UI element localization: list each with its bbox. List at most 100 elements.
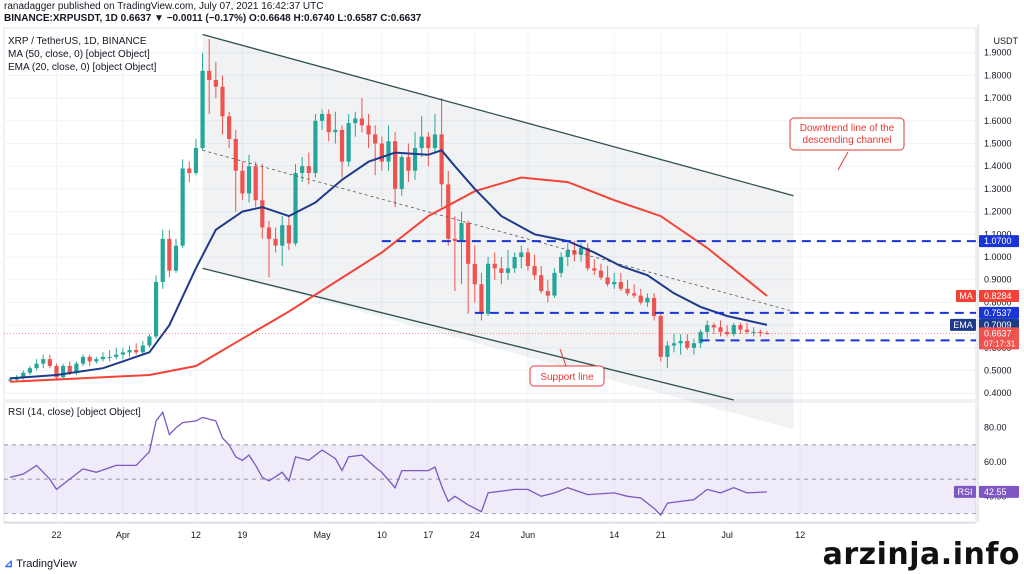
tradingview-logo[interactable]: ⊿ TradingView: [4, 557, 77, 570]
candle[interactable]: [167, 229, 172, 278]
candle[interactable]: [233, 129, 238, 212]
candle[interactable]: [207, 39, 212, 114]
candle[interactable]: [459, 211, 464, 285]
candle[interactable]: [399, 154, 404, 196]
candle[interactable]: [678, 334, 683, 355]
candle[interactable]: [565, 243, 570, 267]
candle[interactable]: [691, 338, 697, 355]
candle[interactable]: [54, 363, 59, 380]
candle[interactable]: [366, 113, 371, 149]
time-axis[interactable]: 22 Apr 12 19 May 10 17 24 Jun 14 21 Jul 12: [4, 522, 976, 540]
candle[interactable]: [213, 61, 218, 99]
candle[interactable]: [505, 250, 511, 280]
candle[interactable]: [273, 227, 278, 253]
candle[interactable]: [386, 125, 391, 171]
candle[interactable]: [193, 138, 199, 176]
candle[interactable]: [319, 109, 325, 130]
candle[interactable]: [539, 266, 544, 294]
candle[interactable]: [127, 345, 132, 357]
rsi-line[interactable]: [9, 410, 768, 517]
candle[interactable]: [107, 350, 112, 362]
candle[interactable]: [512, 252, 517, 273]
candle[interactable]: [220, 75, 225, 135]
candle[interactable]: [147, 334, 152, 348]
ema20-line[interactable]: [9, 149, 768, 380]
candle[interactable]: [744, 322, 750, 335]
candle[interactable]: [240, 161, 245, 201]
candle[interactable]: [432, 113, 438, 153]
channel-upper-line[interactable]: [202, 33, 794, 197]
candle[interactable]: [406, 143, 411, 183]
candle[interactable]: [114, 347, 119, 360]
candle[interactable]: [618, 272, 623, 292]
candle[interactable]: [260, 163, 265, 239]
candle[interactable]: [685, 334, 690, 351]
candle[interactable]: [300, 157, 305, 183]
candle[interactable]: [472, 245, 477, 303]
candle[interactable]: [280, 216, 285, 267]
candle[interactable]: [671, 334, 677, 353]
candle[interactable]: [326, 109, 331, 142]
candle[interactable]: [612, 272, 617, 289]
candle[interactable]: [645, 293, 650, 307]
candle[interactable]: [651, 293, 657, 321]
candle[interactable]: [87, 354, 92, 366]
candle[interactable]: [751, 327, 756, 337]
candle[interactable]: [412, 132, 418, 180]
channel-lower-line[interactable]: [202, 267, 734, 401]
candle[interactable]: [426, 132, 431, 167]
candle[interactable]: [80, 354, 86, 366]
candle[interactable]: [120, 347, 125, 360]
candle[interactable]: [47, 354, 52, 369]
candle[interactable]: [492, 252, 497, 280]
candle[interactable]: [140, 340, 145, 355]
candle[interactable]: [552, 268, 557, 298]
candle[interactable]: [519, 245, 524, 269]
candle[interactable]: [153, 275, 159, 339]
candle[interactable]: [94, 356, 99, 364]
candle[interactable]: [266, 220, 272, 278]
candle[interactable]: [100, 352, 106, 362]
candle[interactable]: [160, 229, 165, 289]
candle[interactable]: [545, 279, 550, 303]
candle[interactable]: [585, 243, 590, 271]
candle[interactable]: [200, 52, 205, 151]
candle[interactable]: [738, 322, 743, 335]
candle[interactable]: [359, 98, 365, 133]
candle[interactable]: [638, 288, 643, 305]
candle[interactable]: [41, 354, 46, 369]
candle[interactable]: [34, 359, 39, 371]
ma50-line[interactable]: [9, 176, 768, 383]
candle[interactable]: [711, 322, 716, 335]
candle[interactable]: [27, 365, 33, 376]
candle[interactable]: [718, 320, 723, 337]
price-axis[interactable]: 0.40000.50000.60000.70000.80000.90001.00…: [977, 24, 1019, 522]
candle[interactable]: [532, 254, 537, 280]
candle[interactable]: [698, 329, 703, 348]
candle[interactable]: [592, 259, 597, 276]
candle[interactable]: [346, 113, 351, 167]
candle[interactable]: [61, 363, 66, 380]
candle[interactable]: [731, 322, 736, 337]
candle[interactable]: [525, 247, 531, 271]
candle[interactable]: [180, 159, 185, 248]
candle[interactable]: [665, 340, 670, 369]
candle[interactable]: [373, 125, 378, 176]
candle[interactable]: [134, 343, 139, 355]
candle[interactable]: [632, 284, 637, 298]
candle[interactable]: [446, 170, 451, 246]
candle[interactable]: [286, 216, 291, 251]
candle[interactable]: [393, 132, 398, 208]
candle[interactable]: [559, 252, 564, 278]
candle[interactable]: [187, 161, 192, 183]
candle[interactable]: [439, 98, 444, 208]
candle[interactable]: [466, 220, 471, 314]
candle[interactable]: [227, 111, 232, 149]
candle[interactable]: [353, 111, 358, 137]
candle[interactable]: [605, 266, 610, 287]
candle[interactable]: [598, 263, 604, 280]
candle[interactable]: [293, 163, 298, 246]
candle[interactable]: [499, 256, 504, 285]
